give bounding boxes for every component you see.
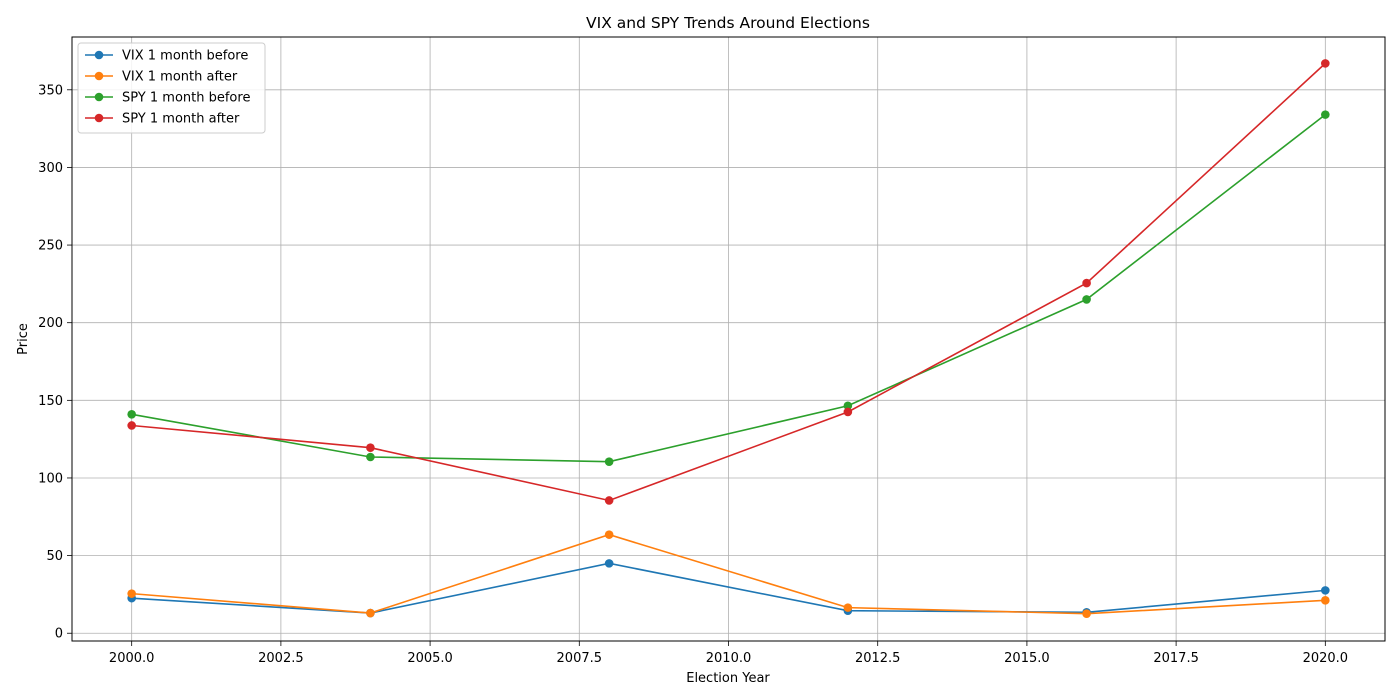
series-line xyxy=(131,533,1326,615)
x-tick-label: 2012.5 xyxy=(855,651,901,666)
y-tick-label: 150 xyxy=(38,394,63,409)
data-point xyxy=(127,421,136,430)
legend-label: SPY 1 month before xyxy=(122,91,250,106)
series-line xyxy=(131,62,1326,502)
data-point xyxy=(127,410,136,419)
data-point xyxy=(1082,278,1091,288)
legend-swatch-marker xyxy=(94,50,104,60)
series-3 xyxy=(127,59,1330,505)
data-point xyxy=(604,496,614,505)
x-axis-label: Election Year xyxy=(686,671,770,686)
x-tick-label: 2010.0 xyxy=(706,651,752,666)
data-point xyxy=(1082,295,1091,304)
chart-title: VIX and SPY Trends Around Elections xyxy=(586,14,870,32)
data-point xyxy=(1321,59,1330,68)
x-tick-label: 2017.5 xyxy=(1153,651,1199,666)
data-point xyxy=(366,608,375,618)
x-tick-label: 2015.0 xyxy=(1004,651,1050,666)
data-point xyxy=(1082,609,1091,618)
data-point xyxy=(604,530,614,539)
y-tick-label: 100 xyxy=(38,471,63,486)
y-tick-label: 200 xyxy=(38,316,63,331)
grid xyxy=(72,37,1385,641)
x-tick-label: 2007.5 xyxy=(557,651,603,666)
y-tick-label: 350 xyxy=(38,83,63,98)
y-tick-label: 50 xyxy=(46,549,63,564)
data-point xyxy=(843,407,853,417)
x-tick-label: 2005.0 xyxy=(407,651,453,666)
ticks: 2000.0 2002.5 2005.0 2007.5 2010.0 2012.5 2015… xyxy=(38,83,1348,666)
data-point xyxy=(366,452,375,462)
legend: VIX 1 month before VIX 1 month after SPY 1… xyxy=(77,42,266,134)
legend-frame xyxy=(77,42,266,134)
legend-item: VIX 1 month after xyxy=(85,70,238,85)
data-point xyxy=(1321,596,1330,605)
data-point xyxy=(604,559,614,568)
y-axis-label: Price xyxy=(16,323,31,355)
legend-item: VIX 1 month before xyxy=(85,49,248,64)
data-point xyxy=(1321,110,1330,119)
legend-item: SPY 1 month before xyxy=(85,91,250,106)
x-tick-label: 2002.5 xyxy=(258,651,304,666)
y-tick-label: 300 xyxy=(38,161,63,176)
data-point xyxy=(604,457,614,466)
legend-label: VIX 1 month before xyxy=(122,49,248,64)
series-1 xyxy=(127,530,1330,618)
legend-swatch-marker xyxy=(94,71,104,81)
series-line xyxy=(131,113,1326,463)
legend-label: SPY 1 month after xyxy=(122,112,240,127)
legend-swatch-marker xyxy=(94,113,104,123)
series-lines xyxy=(127,59,1330,618)
data-point xyxy=(366,443,375,452)
data-point xyxy=(1321,586,1330,595)
legend-item: SPY 1 month after xyxy=(85,112,240,127)
plot-frame xyxy=(71,36,1386,642)
y-tick-label: 0 xyxy=(55,627,63,642)
x-tick-label: 2020.0 xyxy=(1303,651,1349,666)
legend-swatch-marker xyxy=(94,92,104,102)
data-point xyxy=(843,401,853,411)
series-2 xyxy=(127,110,1330,466)
data-point xyxy=(843,603,853,612)
legend-label: VIX 1 month after xyxy=(122,70,238,85)
y-tick-label: 250 xyxy=(38,239,63,254)
data-point xyxy=(127,589,136,598)
x-tick-label: 2000.0 xyxy=(109,651,155,666)
